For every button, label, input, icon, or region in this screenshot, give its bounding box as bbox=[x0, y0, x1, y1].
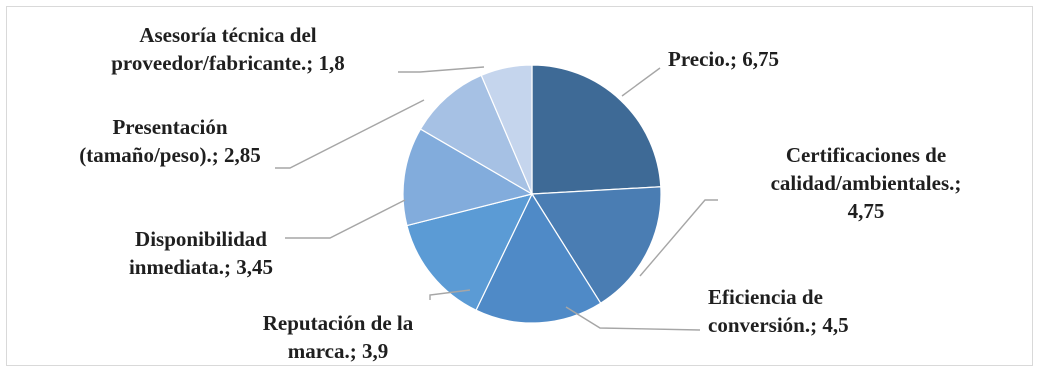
slice-label: Asesoría técnica del proveedor/fabricante… bbox=[111, 23, 344, 75]
slice-label: Certificaciones de calidad/ambientales.; 4… bbox=[771, 143, 962, 223]
pie-slice bbox=[530, 186, 662, 305]
slice-label-line: (tamaño/peso).; 2,85 bbox=[79, 143, 260, 167]
leader-lines bbox=[275, 66, 718, 331]
leader-line bbox=[565, 306, 701, 331]
slice-label: Precio.; 6,75 bbox=[668, 47, 779, 71]
leader-line bbox=[275, 99, 425, 169]
slice-label-line: inmediata.; 3,45 bbox=[129, 255, 273, 279]
slice-label-line: conversión.; 4,5 bbox=[708, 313, 849, 337]
slice-label: Reputación de la marca.; 3,9 bbox=[263, 311, 414, 363]
pie-slice bbox=[406, 193, 534, 312]
leader-line bbox=[285, 199, 406, 239]
pie-slice bbox=[402, 128, 534, 227]
slice-label-line: proveedor/fabricante.; 1,8 bbox=[111, 51, 344, 75]
leader-line bbox=[639, 199, 718, 277]
slice-label-line: Certificaciones de bbox=[786, 143, 946, 167]
slice-label-line: Precio.; 6,75 bbox=[668, 47, 779, 71]
pie-slice bbox=[419, 74, 534, 196]
slice-label-line: Eficiencia de bbox=[708, 285, 823, 309]
leader-line bbox=[621, 67, 661, 97]
leader-line bbox=[398, 66, 485, 73]
pie-slice bbox=[531, 64, 662, 195]
slice-label-line: Disponibilidad bbox=[135, 227, 267, 251]
slice-label-line: Reputación de la bbox=[263, 311, 414, 335]
slice-label-line: marca.; 3,9 bbox=[288, 339, 389, 363]
slice-label-line: 4,75 bbox=[848, 199, 885, 223]
slice-label-line: Asesoría técnica del bbox=[139, 23, 316, 47]
pie-slice bbox=[475, 192, 602, 324]
slice-label: Eficiencia de conversión.; 4,5 bbox=[708, 285, 849, 337]
pie-slices bbox=[402, 64, 662, 324]
slice-label: Disponibilidad inmediata.; 3,45 bbox=[129, 227, 273, 279]
slice-label-line: calidad/ambientales.; bbox=[771, 171, 962, 195]
slice-label-line: Presentación bbox=[112, 115, 227, 139]
slice-labels: Precio.; 6,75 Certificaciones de calidad/a… bbox=[79, 23, 961, 363]
pie-slice bbox=[480, 64, 533, 195]
slice-label: Presentación (tamaño/peso).; 2,85 bbox=[79, 115, 260, 167]
leader-line bbox=[429, 289, 471, 300]
